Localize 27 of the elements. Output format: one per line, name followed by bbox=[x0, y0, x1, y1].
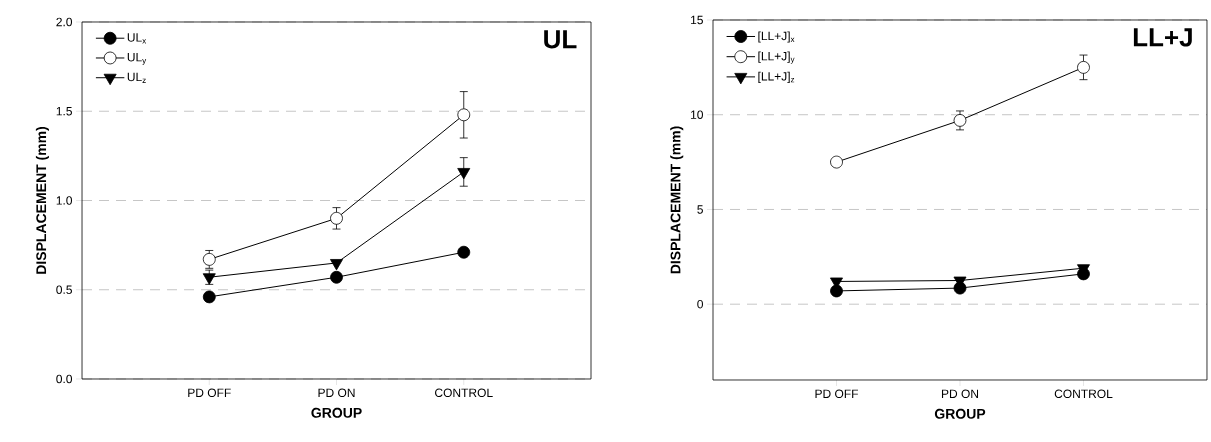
legend-label: UL$_{x}$ bbox=[127, 33, 147, 44]
y-tick-label: 0.5 bbox=[56, 285, 72, 294]
x-tick-label: PD OFF bbox=[188, 388, 231, 398]
y-tick-label: 1.5 bbox=[56, 107, 72, 116]
y-axis-title: DISPLACEMENT (mm) bbox=[670, 126, 684, 274]
x-tick-label: CONTROL bbox=[435, 388, 493, 398]
chart-title: LL+J bbox=[1133, 28, 1192, 47]
x-axis-title: GROUP bbox=[934, 408, 986, 419]
y-tick-label: 0.0 bbox=[56, 374, 73, 384]
y-tick-label: 2.0 bbox=[56, 17, 73, 27]
y-tick-label: 15 bbox=[691, 15, 703, 25]
legend-label: [LL+J]$_{z}$ bbox=[758, 71, 795, 83]
chart-title: UL bbox=[544, 30, 577, 49]
legend-label: [LL+J]$_{x}$ bbox=[758, 31, 795, 43]
y-tick-label: 10 bbox=[691, 110, 703, 119]
x-axis-title: GROUP bbox=[311, 407, 362, 418]
y-tick-label: 1.0 bbox=[56, 196, 73, 205]
y-axis-title: DISPLACEMENT (mm) bbox=[35, 126, 49, 274]
x-tick-label: PD OFF bbox=[815, 389, 859, 399]
x-tick-label: CONTROL bbox=[1054, 389, 1113, 399]
x-tick-label: PD ON bbox=[941, 389, 978, 399]
legend-label: UL$_{y}$ bbox=[127, 53, 147, 65]
legend-label: [LL+J]$_{y}$ bbox=[758, 51, 795, 64]
x-tick-label: PD ON bbox=[318, 388, 355, 398]
y-tick-label: 0 bbox=[697, 299, 704, 309]
y-tick-label: 5 bbox=[697, 205, 703, 214]
legend-label: UL$_{z}$ bbox=[127, 72, 146, 83]
